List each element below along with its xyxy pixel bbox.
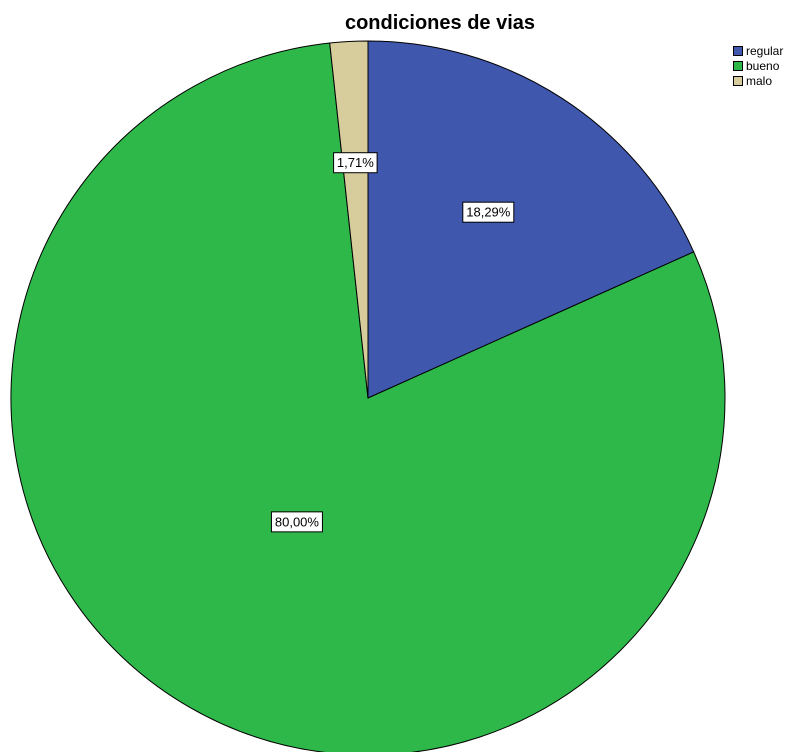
legend-label-regular: regular <box>746 43 784 58</box>
pie-label-text-bueno: 80,00% <box>275 514 320 529</box>
chart-title: condiciones de vias <box>344 12 536 34</box>
legend-item-regular: regular <box>733 43 783 58</box>
legend-swatch-bueno <box>733 60 743 71</box>
pie-label-box-bueno <box>270 511 323 533</box>
legend-swatch-malo <box>733 75 743 86</box>
pie-labels: 18,29% 80,00% 1,71% <box>270 152 515 533</box>
legend-label-malo: malo <box>746 73 773 88</box>
pie-slice-malo <box>329 40 369 399</box>
pie-label-regular: 18,29% <box>462 201 515 223</box>
pie-label-malo: 1,71% <box>333 152 378 174</box>
legend-swatch-regular <box>733 45 743 56</box>
pie-slice-regular <box>367 40 695 399</box>
pie-slices <box>10 40 726 752</box>
pie-label-text-regular: 18,29% <box>466 205 511 220</box>
pie-label-box-regular <box>462 201 515 223</box>
legend-item-malo: malo <box>733 73 783 88</box>
legend-label-bueno: bueno <box>746 58 780 73</box>
pie-label-bueno: 80,00% <box>270 511 323 533</box>
legend-item-bueno: bueno <box>733 58 783 73</box>
legend: regular bueno malo <box>733 43 783 88</box>
pie-label-text-malo: 1,71% <box>337 155 374 170</box>
pie-slice-bueno <box>10 42 726 752</box>
pie-label-box-malo <box>333 152 378 174</box>
